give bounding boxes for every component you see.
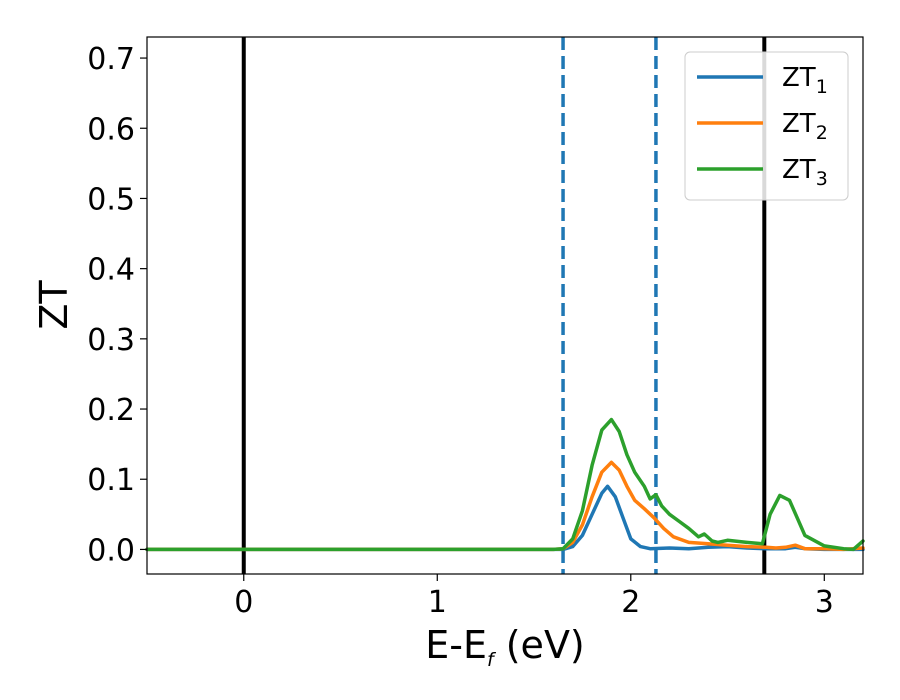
x-tick-label: 0 [234, 585, 253, 620]
y-tick-label: 0.0 [87, 533, 135, 568]
series-lines [145, 417, 865, 552]
y-tick-label: 0.5 [87, 182, 135, 217]
y-tick-label: 0.1 [87, 463, 135, 498]
legend-label-1: ZT1 [782, 63, 828, 98]
x-tick-label: 2 [621, 585, 640, 620]
x-tick-label: 3 [815, 585, 834, 620]
series-line-3 [145, 417, 865, 552]
y-tick-label: 0.6 [87, 112, 135, 147]
legend-box [684, 51, 849, 201]
legend-label-3: ZT3 [782, 155, 828, 190]
y-axis-title: ZT [32, 280, 76, 330]
x-axis-title: E-Ef (eV) [425, 623, 585, 671]
x-tick-label: 1 [428, 585, 447, 620]
y-axis-ticks: 0.0 0.1 0.2 0.3 0.4 0.5 0.6 0.7 [87, 42, 147, 568]
series-line-2 [145, 460, 865, 552]
legend: ZT1 ZT2 ZT3 [684, 51, 849, 201]
x-axis-ticks: 0 1 2 3 [234, 574, 834, 620]
y-tick-label: 0.4 [87, 253, 135, 288]
y-tick-label: 0.7 [87, 42, 135, 77]
y-tick-label: 0.3 [87, 323, 135, 358]
y-tick-label: 0.2 [87, 393, 135, 428]
series-line-1 [145, 484, 865, 552]
plot-frame [146, 36, 864, 575]
legend-label-2: ZT2 [782, 109, 828, 144]
